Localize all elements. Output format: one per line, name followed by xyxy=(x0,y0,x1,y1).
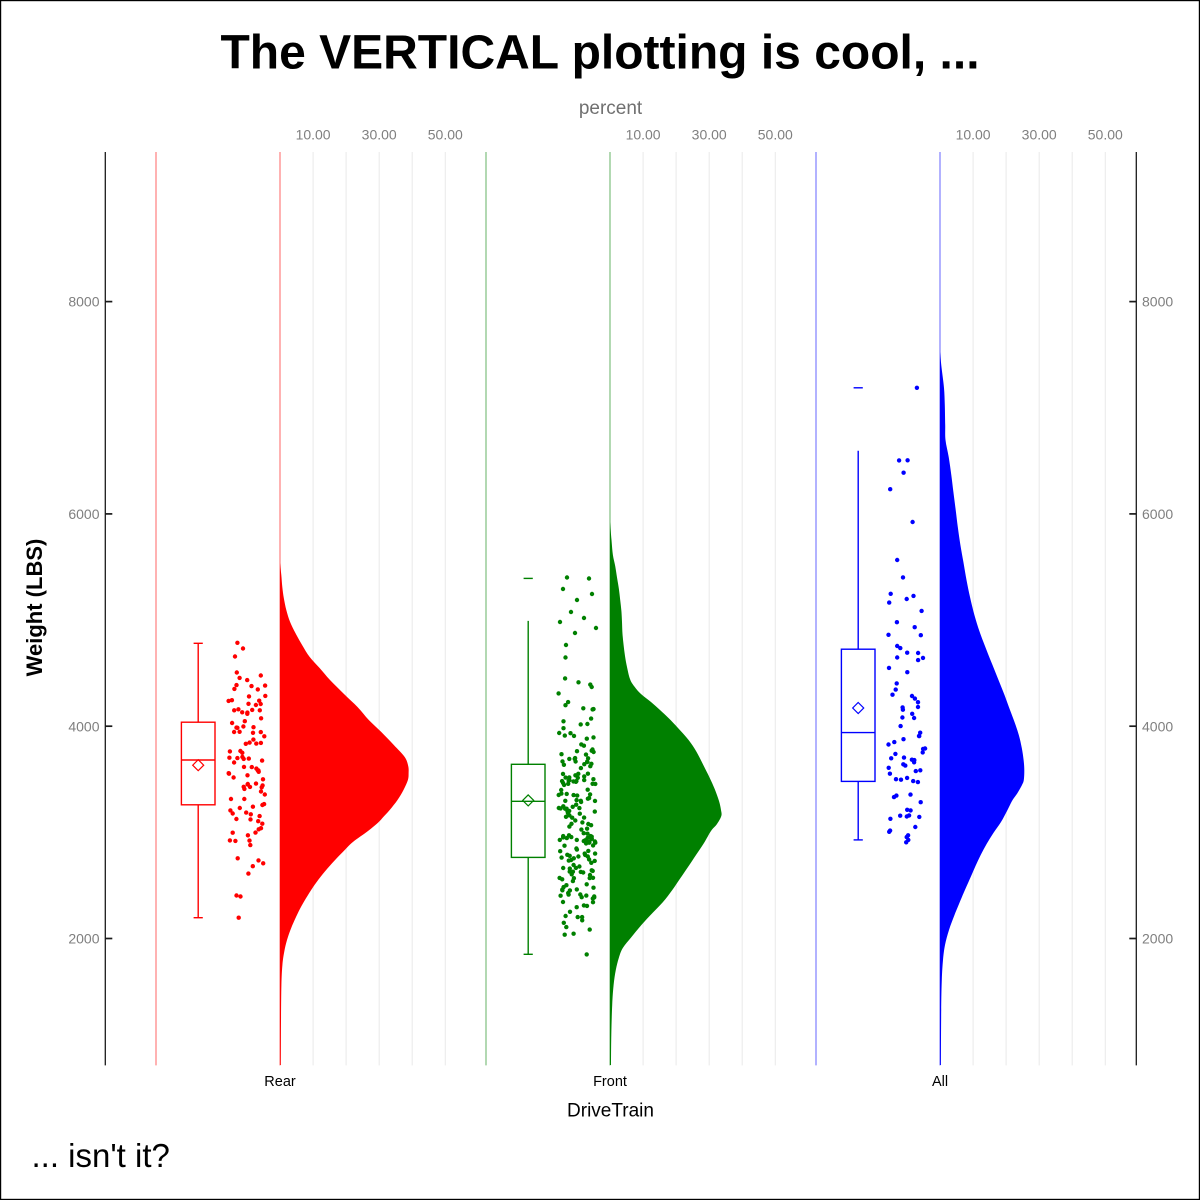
svg-text:DriveTrain: DriveTrain xyxy=(567,1101,654,1122)
svg-text:Front: Front xyxy=(593,1074,627,1090)
svg-text:percent: percent xyxy=(579,98,643,119)
svg-text:6000: 6000 xyxy=(1142,506,1173,522)
svg-text:10.00: 10.00 xyxy=(956,127,991,143)
svg-text:50.00: 50.00 xyxy=(1088,127,1123,143)
svg-text:All: All xyxy=(932,1074,948,1090)
svg-text:50.00: 50.00 xyxy=(758,127,793,143)
svg-text:8000: 8000 xyxy=(1142,294,1173,310)
svg-text:30.00: 30.00 xyxy=(692,127,727,143)
svg-text:Weight (LBS): Weight (LBS) xyxy=(22,539,47,677)
svg-text:6000: 6000 xyxy=(68,506,99,522)
svg-text:4000: 4000 xyxy=(1142,718,1173,734)
svg-text:4000: 4000 xyxy=(68,718,99,734)
svg-text:2000: 2000 xyxy=(68,931,99,947)
svg-text:... isn't it?: ... isn't it? xyxy=(32,1137,170,1174)
svg-text:50.00: 50.00 xyxy=(428,127,463,143)
svg-text:Rear: Rear xyxy=(264,1074,296,1090)
svg-text:2000: 2000 xyxy=(1142,931,1173,947)
svg-text:The VERTICAL plotting is cool,: The VERTICAL plotting is cool, ... xyxy=(220,27,979,80)
svg-text:8000: 8000 xyxy=(68,294,99,310)
svg-text:30.00: 30.00 xyxy=(362,127,397,143)
svg-text:30.00: 30.00 xyxy=(1022,127,1057,143)
svg-text:10.00: 10.00 xyxy=(296,127,331,143)
svg-text:10.00: 10.00 xyxy=(626,127,661,143)
